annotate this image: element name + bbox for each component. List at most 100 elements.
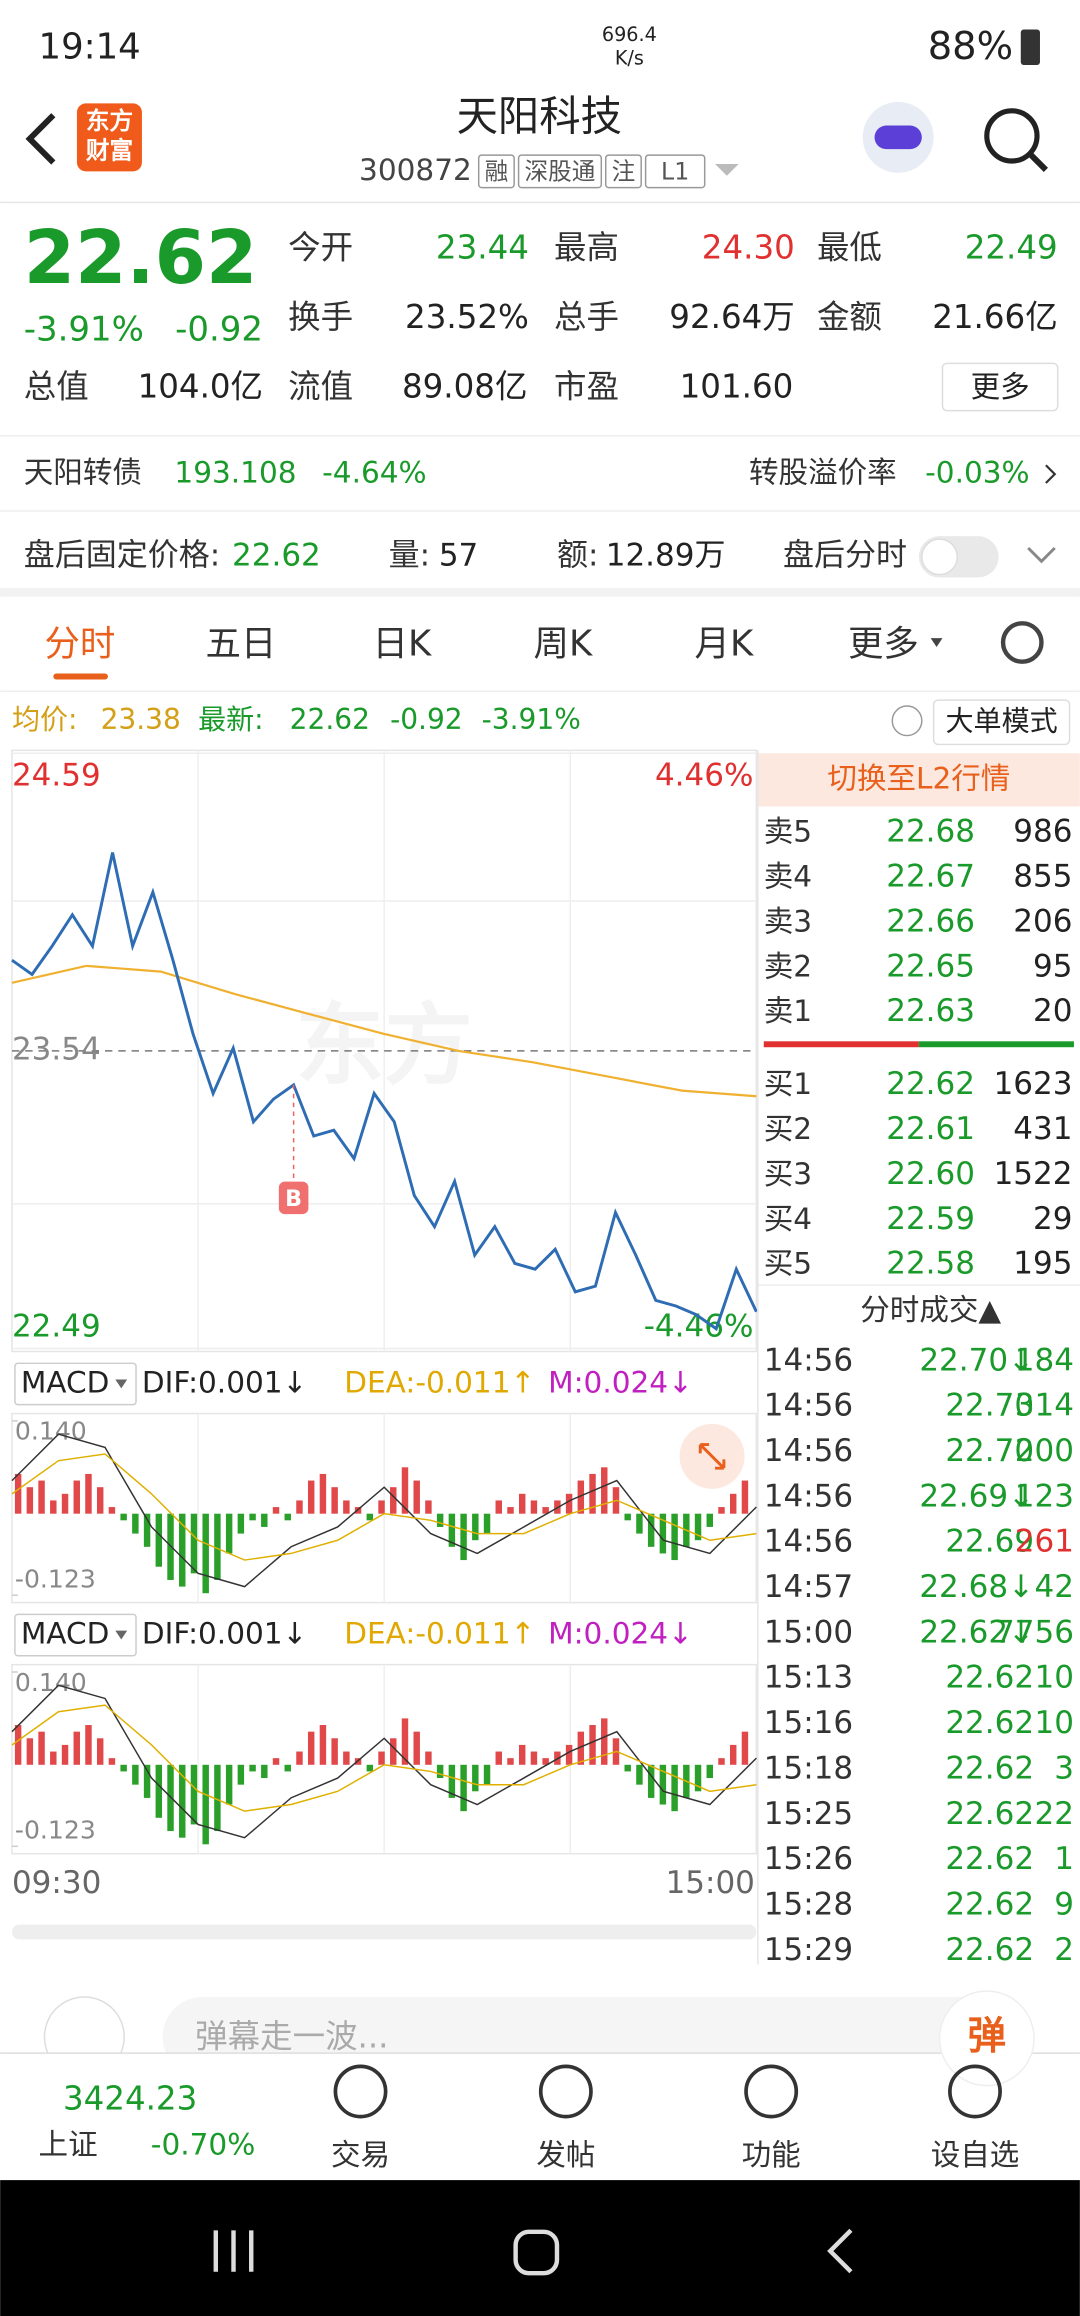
bid-volume: 29: [1033, 1201, 1072, 1237]
nav-icon[interactable]: [948, 2064, 1002, 2119]
macd-bar: [518, 1744, 526, 1765]
bid-volume: 1522: [994, 1156, 1073, 1192]
nav-label[interactable]: 发帖: [536, 2138, 595, 2172]
macd-bar: [460, 1513, 467, 1561]
macd-bar: [507, 1758, 514, 1765]
trade-price: 22.62: [945, 1841, 1034, 1877]
help-icon[interactable]: [891, 705, 923, 737]
trade-volume: 2: [1054, 1932, 1074, 1968]
macd-dropdown: [115, 1379, 128, 1389]
nav-label[interactable]: 设自选: [931, 2138, 1020, 2172]
macd-bar: [284, 1764, 291, 1772]
stock-title: 天阳科技: [457, 93, 622, 141]
macd-bar: [343, 1751, 350, 1765]
macd-bar: [472, 1513, 479, 1541]
trade-time: 14:56: [764, 1342, 853, 1378]
macd-bar: [636, 1764, 643, 1785]
danmu-label: 弹: [968, 2014, 1006, 2059]
battery-icon: [1020, 29, 1040, 65]
ask-label: 卖3: [764, 904, 812, 938]
y-tick-label: 23.54: [12, 1031, 101, 1067]
macd-bar: [495, 1751, 502, 1765]
trade-volume: 261: [1015, 1524, 1074, 1560]
tag: 注: [612, 157, 636, 185]
tag: L1: [661, 157, 689, 185]
back-button[interactable]: [25, 113, 56, 165]
macd-bar: [261, 1513, 268, 1527]
macd-bar: [577, 1480, 585, 1514]
tab[interactable]: 日K: [373, 623, 432, 664]
macd-bar: [96, 1738, 104, 1765]
macd-bar: [659, 1764, 667, 1805]
tag-box: [644, 154, 706, 189]
macd-bar: [96, 1487, 104, 1514]
scrollbar[interactable]: [11, 1924, 757, 1940]
danmu-button[interactable]: [938, 1990, 1035, 2087]
macd-bar: [85, 1725, 92, 1765]
trade-price: 22.69: [945, 1524, 1034, 1560]
macd-bar: [120, 1513, 127, 1521]
macd-bar: [155, 1764, 163, 1818]
macd-bar: [143, 1764, 151, 1798]
nav-label[interactable]: 功能: [742, 2138, 801, 2172]
tab[interactable]: 月K: [695, 623, 754, 664]
field-label: 金额: [817, 298, 882, 336]
macd-bar: [202, 1764, 209, 1845]
trade-time: 14:56: [764, 1524, 853, 1560]
macd-bar: [483, 1513, 491, 1534]
macd-bar: [589, 1473, 596, 1514]
macd-bar: [331, 1738, 338, 1765]
macd-bar: [460, 1764, 467, 1812]
field-label: 市盈: [554, 367, 619, 405]
search-button[interactable]: [984, 108, 1040, 164]
big-order-button[interactable]: [932, 699, 1071, 746]
bid-label: 买4: [764, 1202, 812, 1236]
settings-button[interactable]: [1000, 621, 1044, 664]
macd-dea: DEA:-0.011↑: [344, 1617, 535, 1651]
tab-indicator: [53, 673, 108, 680]
l2-banner[interactable]: [757, 753, 1080, 807]
system-back[interactable]: [827, 2228, 853, 2274]
macd-bar: [565, 1744, 573, 1765]
comment-placeholder: 弹幕走一波...: [195, 2017, 388, 2055]
nav-label[interactable]: 交易: [331, 2138, 390, 2172]
macd-bar: [483, 1764, 491, 1785]
tab[interactable]: 周K: [534, 623, 593, 664]
trade-price: 22.70↓: [919, 1342, 1034, 1378]
macd-bar: [38, 1731, 45, 1765]
recents-button[interactable]: [213, 2230, 254, 2272]
ask-volume: 986: [1013, 814, 1072, 850]
trade-price: 22.69↓: [919, 1478, 1034, 1514]
tab[interactable]: 更多: [848, 623, 919, 664]
more-button[interactable]: [941, 362, 1059, 412]
l2-label: 切换至L2行情: [827, 761, 1010, 795]
home-button[interactable]: [513, 2229, 560, 2276]
macd-bar: [319, 1725, 327, 1765]
marker-box: [278, 1181, 309, 1215]
tab[interactable]: 分时: [44, 623, 115, 664]
nav-icon[interactable]: [744, 2064, 799, 2119]
nav-icon[interactable]: [538, 2064, 593, 2119]
macd-bar: [61, 1744, 69, 1765]
macd-bar: [401, 1718, 409, 1765]
trade-volume: 123: [1015, 1478, 1074, 1514]
macd-bar: [85, 1473, 92, 1514]
index-name: 上证: [39, 2128, 98, 2162]
macd-select: [14, 1613, 137, 1657]
ah-label: 量:: [389, 537, 430, 573]
field-value: 24.30: [702, 229, 795, 267]
trade-volume: 10: [1034, 1705, 1073, 1741]
dif-line: [11, 1684, 757, 1839]
macd-dif: DIF:0.001↓: [142, 1365, 307, 1399]
tab[interactable]: 五日: [205, 623, 276, 664]
macd-bar: [38, 1480, 45, 1514]
logo-text: 财富: [86, 137, 133, 165]
trade-time: 15:28: [764, 1886, 853, 1922]
expand-icon[interactable]: [1027, 546, 1056, 564]
bid-label: 买1: [764, 1067, 812, 1101]
latest-change: -0.92: [390, 703, 463, 736]
trade-time: 14:56: [764, 1388, 853, 1424]
nav-icon[interactable]: [333, 2064, 388, 2119]
macd-bar: [50, 1751, 57, 1765]
macd-bar: [718, 1507, 725, 1514]
